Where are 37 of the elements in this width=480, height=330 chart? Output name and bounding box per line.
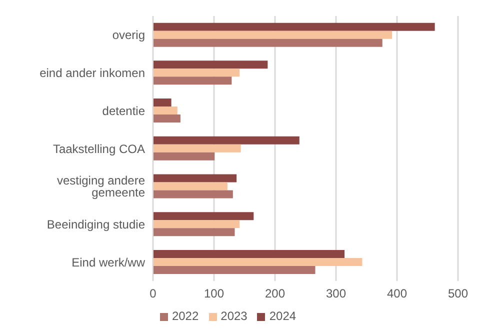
bar [153,60,268,69]
bar [153,266,316,274]
bar [153,22,435,31]
bar [153,174,237,182]
bar [153,220,240,228]
bar [153,38,382,47]
y-tick-label: Eind werk/ww [72,255,146,270]
bar [153,228,235,236]
x-tick-label: 500 [448,286,468,301]
bar [153,258,362,266]
x-tick-label: 200 [264,286,286,301]
legend-label: 2023 [220,309,248,323]
x-tick-label: 100 [204,286,224,301]
bar [153,136,300,144]
y-tick-label: Beeindiging studie [46,217,146,232]
bar [153,152,215,160]
bar [153,144,241,152]
bar [153,76,232,85]
bar [153,114,180,123]
bar [153,30,392,39]
bar [153,190,233,198]
y-tick-label: Taakstelling COA [52,142,145,156]
y-tick-label: detentie [102,104,146,118]
y-tick-label: eind ander inkomen [40,66,145,80]
y-tick-label: overig [112,28,145,42]
bar [153,250,345,258]
bar [153,68,240,77]
x-tick-label: 0 [150,286,157,301]
bar [153,212,254,220]
bar [153,106,178,115]
legend-label: 2024 [269,309,296,323]
x-tick-label: 300 [326,286,346,301]
bar [153,98,172,107]
y-tick-label: vestiging andere gemeente [56,174,146,200]
legend-label: 2022 [172,309,199,323]
bar [153,182,228,190]
x-tick-label: 400 [386,286,408,301]
